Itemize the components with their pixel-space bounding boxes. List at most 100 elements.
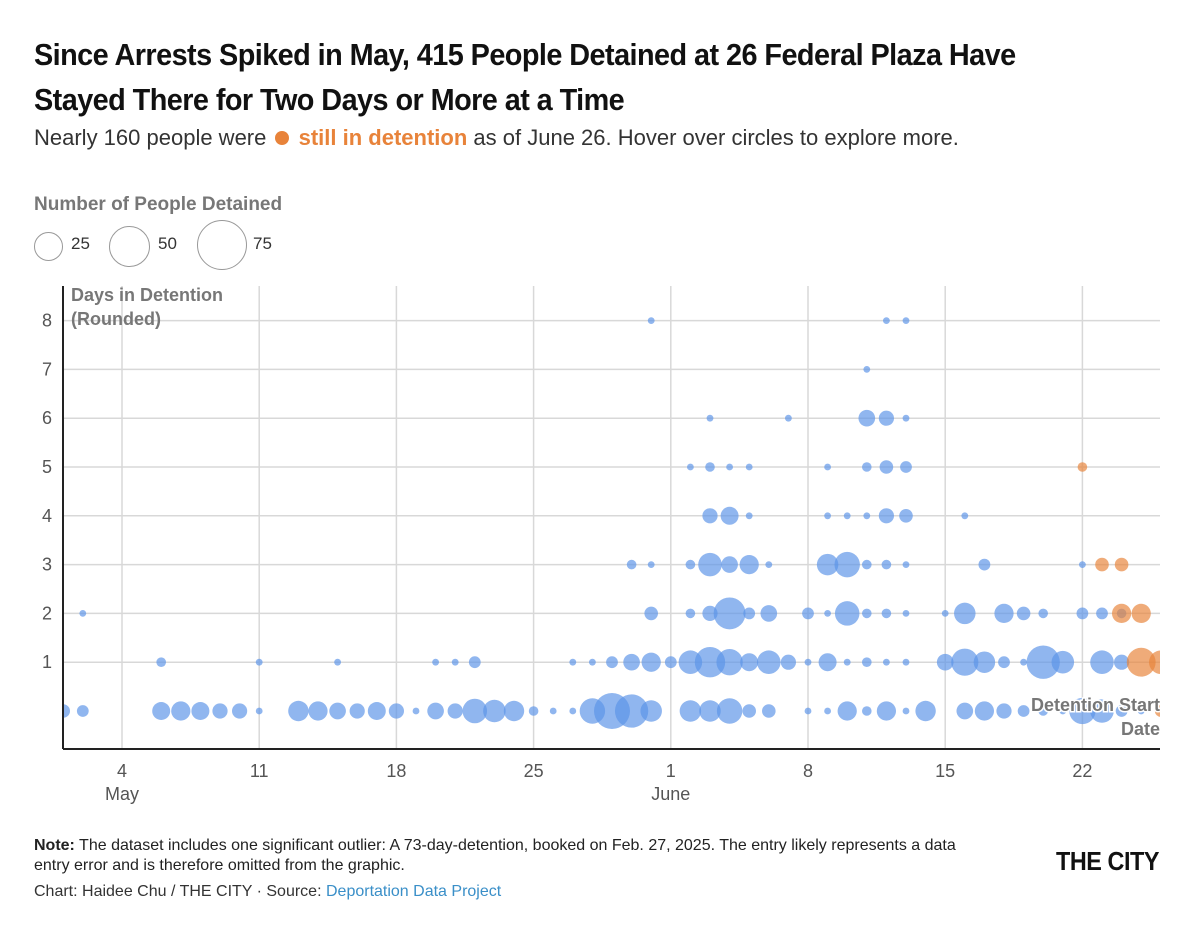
bubble-chart: 1 2 3 4 5 6 7 8 4 May 11 18 25 1 June 8 15 22 Days in Dete…: [42, 285, 1162, 804]
bubble-detained: [1051, 650, 1075, 674]
bubble-detained: [427, 702, 444, 720]
bubble-still-in-detention: [1111, 603, 1132, 624]
chart-title: Since Arrests Spiked in May, 415 People …: [34, 37, 1016, 117]
bubble-detained: [334, 658, 341, 666]
bubble-detained: [745, 512, 753, 520]
bubble-detained: [706, 414, 714, 422]
subtitle-highlight: still in detention: [298, 125, 468, 150]
source-link[interactable]: Deportation Data Project: [325, 883, 502, 900]
x-tick-month-label: May: [105, 784, 139, 804]
bubble-detained: [720, 506, 739, 525]
bubble-detained: [843, 658, 851, 666]
bubble-detained: [762, 704, 776, 718]
bubble-still-in-detention: [1149, 650, 1160, 674]
y-tick-label: 1: [42, 652, 52, 672]
bubble-detained: [902, 658, 910, 666]
y-axis-title: (Rounded): [71, 309, 161, 329]
bubble-detained: [876, 701, 897, 721]
bubble-detained: [716, 649, 743, 676]
y-tick-label: 8: [42, 311, 52, 331]
bubble-detained: [191, 702, 210, 720]
note-label: Note:: [34, 837, 75, 854]
y-axis-title: Days in Detention: [71, 285, 223, 305]
bubble-detained: [687, 463, 694, 471]
subtitle-text-before: Nearly 160 people were: [34, 125, 267, 150]
bubble-detained: [998, 656, 1010, 669]
bubble-detained: [899, 509, 913, 523]
bubble-detained: [288, 700, 309, 722]
bubble-detained: [716, 698, 743, 724]
bubble-detained: [743, 607, 756, 620]
bubble-detained: [974, 701, 995, 721]
bubble-detained: [685, 559, 696, 570]
bubble-detained: [951, 648, 979, 676]
bubble-detained: [702, 605, 718, 622]
bubble-detained: [1115, 705, 1128, 717]
bubble-detained: [818, 653, 837, 672]
bubble-detained: [878, 508, 895, 524]
bubble-detained: [664, 656, 677, 669]
bubble-detained: [902, 317, 910, 324]
x-tick-label: 18: [386, 761, 406, 781]
bubble-detained: [863, 366, 871, 373]
bubble-detained: [745, 463, 753, 471]
x-tick-label: 4: [117, 761, 127, 781]
bubble-detained: [780, 654, 797, 670]
chart-subtitle: Nearly 160 people were still in detentio…: [34, 125, 959, 151]
bubble-detained: [679, 700, 702, 722]
bubble-detained: [462, 698, 488, 724]
bubble-detained: [1076, 607, 1089, 620]
bubble-detained: [1113, 654, 1130, 670]
bubble-detained: [614, 694, 649, 728]
size-legend-label: 25: [71, 234, 90, 253]
bubble-detained: [349, 703, 365, 719]
bubble-detained: [816, 553, 839, 576]
size-legend-circle-icon: [197, 220, 247, 270]
bubble-detained: [757, 650, 781, 674]
bubble-detained: [834, 551, 860, 578]
bubble-detained: [1096, 607, 1108, 620]
bubble-detained: [834, 601, 860, 626]
bubble-detained: [824, 707, 831, 715]
bubble-detained: [63, 704, 70, 718]
bubble-detained: [432, 658, 439, 666]
bubble-detained: [954, 602, 976, 625]
bubble-detained: [569, 707, 577, 715]
bubble-detained: [79, 610, 87, 617]
bubble-detained: [879, 460, 894, 474]
credit-text: Chart: Haidee Chu / THE CITY · Source:: [34, 883, 322, 900]
bubble-detained: [902, 610, 910, 617]
bubble-detained: [765, 561, 773, 568]
bubble-detained: [694, 646, 726, 678]
size-legend-label: 50: [158, 234, 177, 253]
bubble-detained: [861, 462, 872, 472]
the-city-logo: THE CITY: [1056, 846, 1160, 876]
note: Note: The dataset includes one significa…: [34, 836, 994, 876]
x-tick-label: 11: [250, 761, 269, 781]
bubble-detained: [549, 707, 557, 715]
bubble-detained: [802, 607, 814, 620]
bubbles-layer: [63, 317, 1160, 729]
bubble-still-in-detention: [1131, 603, 1151, 624]
bubble-detained: [451, 658, 459, 666]
bubble-detained: [528, 706, 539, 716]
bubble-detained: [721, 556, 738, 573]
bubble-detained: [388, 703, 405, 719]
bubble-detained: [742, 704, 756, 718]
bubble-detained: [861, 706, 872, 716]
bubble-detained: [412, 707, 420, 715]
bubble-detained: [1026, 645, 1060, 679]
bubble-detained: [902, 561, 910, 568]
bubble-detained: [861, 559, 872, 570]
size-legend-title: Number of People Detained: [34, 194, 283, 215]
bubble-detained: [171, 701, 191, 721]
bubble-detained: [713, 597, 746, 630]
bubble-detained: [936, 653, 954, 671]
bubble-detained: [644, 606, 658, 621]
bubble-detained: [1079, 561, 1086, 568]
bubble-detained: [915, 700, 936, 722]
bubble-detained: [996, 703, 1012, 719]
bubble-detained: [647, 317, 655, 324]
bubble-detained: [699, 700, 721, 722]
y-tick-label: 2: [42, 603, 52, 623]
